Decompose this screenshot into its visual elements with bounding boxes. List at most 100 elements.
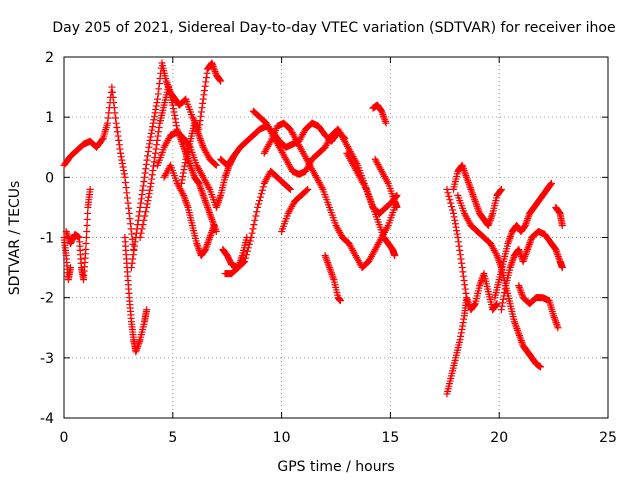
data-point	[509, 257, 517, 265]
data-point	[456, 251, 464, 259]
data-point	[458, 325, 466, 333]
data-point	[120, 170, 128, 178]
data-point	[125, 204, 133, 212]
data-point	[201, 87, 209, 95]
data-point	[152, 105, 160, 113]
data-point	[205, 184, 213, 192]
data-point	[196, 135, 204, 143]
data-point	[143, 203, 151, 211]
data-point	[518, 290, 526, 298]
data-point	[63, 229, 71, 237]
data-point	[464, 297, 472, 305]
data-point	[212, 161, 220, 169]
data-point	[147, 179, 155, 187]
data-point	[517, 287, 525, 295]
data-point	[211, 160, 219, 168]
data-point	[508, 258, 516, 266]
data-point	[522, 220, 530, 228]
data-point	[554, 324, 562, 332]
series-arc-g	[154, 128, 238, 211]
data-point	[552, 246, 560, 254]
data-point	[202, 200, 210, 208]
data-point	[553, 320, 561, 328]
data-point	[304, 185, 312, 193]
series-arc-z2	[552, 203, 566, 229]
data-point	[162, 77, 170, 85]
data-point	[120, 166, 128, 174]
data-point	[524, 215, 532, 223]
data-point	[208, 227, 216, 235]
data-point	[189, 168, 197, 176]
data-point	[117, 153, 125, 161]
data-point	[484, 221, 492, 229]
data-point	[469, 192, 477, 200]
data-point	[451, 216, 459, 224]
data-point	[207, 212, 215, 220]
data-point	[197, 136, 205, 144]
data-point	[149, 119, 157, 127]
data-point	[257, 190, 265, 198]
data-point	[181, 162, 189, 170]
data-point	[246, 237, 254, 245]
data-point	[522, 251, 530, 259]
series-arc-k	[219, 167, 294, 272]
data-point	[204, 239, 212, 247]
data-point	[515, 282, 523, 290]
series-arc-c	[60, 234, 75, 284]
data-point	[498, 302, 506, 310]
data-point	[460, 315, 468, 323]
data-point	[153, 99, 161, 107]
data-point	[472, 199, 480, 207]
data-point	[122, 184, 130, 192]
data-point	[196, 181, 204, 189]
data-point	[378, 107, 386, 115]
data-point	[466, 184, 474, 192]
data-point	[492, 250, 500, 258]
data-point	[323, 257, 331, 265]
data-point	[459, 322, 467, 330]
data-point	[208, 59, 216, 67]
data-point	[488, 211, 496, 219]
series-arc-z	[515, 282, 562, 332]
data-point	[513, 325, 521, 333]
data-point	[151, 109, 159, 117]
data-point	[248, 229, 256, 237]
data-point	[186, 161, 194, 169]
data-point	[223, 168, 231, 176]
data-point	[82, 240, 90, 248]
data-point	[145, 140, 153, 148]
data-point	[493, 252, 501, 260]
data-point	[461, 281, 469, 289]
data-point	[205, 237, 213, 245]
data-point	[194, 243, 202, 251]
data-point	[206, 210, 214, 218]
data-point	[494, 253, 502, 261]
data-point	[131, 242, 139, 250]
data-point	[138, 191, 146, 199]
data-point	[499, 299, 507, 307]
data-point	[124, 199, 132, 207]
data-point	[206, 234, 214, 241]
data-point	[462, 289, 470, 297]
data-point	[112, 119, 120, 127]
data-point	[155, 85, 163, 93]
data-point	[181, 195, 189, 203]
data-point	[213, 202, 221, 210]
x-axis-title: GPS time / hours	[277, 459, 394, 475]
data-point	[510, 318, 518, 326]
data-point	[324, 258, 332, 266]
data-point	[221, 173, 229, 181]
data-point	[550, 312, 558, 320]
data-point	[147, 133, 155, 141]
data-point	[108, 88, 116, 96]
data-point	[494, 255, 502, 263]
data-points	[60, 59, 566, 398]
data-point	[496, 187, 504, 195]
data-point	[143, 156, 151, 164]
data-point	[104, 114, 112, 122]
data-point	[128, 259, 136, 267]
data-point	[203, 242, 211, 250]
data-point	[458, 161, 466, 169]
data-point	[471, 301, 479, 309]
data-point	[452, 223, 460, 231]
